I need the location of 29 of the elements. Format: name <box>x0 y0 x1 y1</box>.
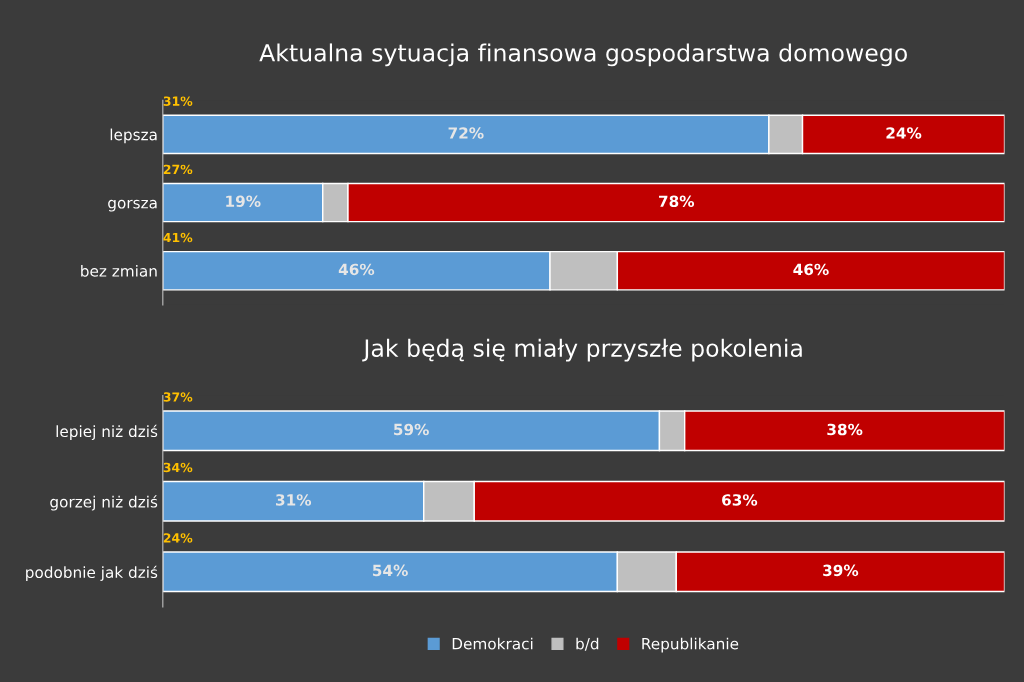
annotation: 24% <box>163 533 193 543</box>
data-label: 72% <box>448 127 484 139</box>
data-label: 46% <box>338 263 375 276</box>
y-tick-label: gorsza <box>108 199 157 212</box>
data-label: 31% <box>276 494 312 506</box>
annotation: 34% <box>163 462 193 473</box>
annotation: 37% <box>163 392 193 402</box>
y-tick-label: bez zmian <box>81 264 157 277</box>
y-tick-label: gorzej niż dziś <box>50 495 158 511</box>
data-label: 24% <box>886 127 922 139</box>
data-label: 38% <box>827 423 863 436</box>
data-label: 46% <box>793 263 829 276</box>
legend-label: Republikanie <box>642 637 739 653</box>
y-tick-label: lepsza <box>110 128 157 144</box>
chart-title: Aktualna sytuacja finansowa gospodarstwa domowego <box>259 43 907 67</box>
data-label: 54% <box>372 564 408 577</box>
chart-title: Jak będą się miały przyszłe pokolenia <box>362 338 802 362</box>
legend-label: b/d <box>576 637 599 651</box>
y-tick-label: podobnie jak dziś <box>26 565 158 582</box>
annotation: 41% <box>163 232 193 243</box>
annotation: 31% <box>163 96 193 106</box>
data-label: 63% <box>722 494 758 506</box>
data-label: 39% <box>823 564 859 577</box>
y-tick-label: lepiej niż dziś <box>56 424 158 441</box>
data-label: 78% <box>659 195 695 207</box>
annotation: 27% <box>163 164 193 175</box>
legend-label: Demokraci <box>452 637 533 650</box>
data-label: 19% <box>226 195 261 207</box>
data-label: 59% <box>394 423 429 436</box>
